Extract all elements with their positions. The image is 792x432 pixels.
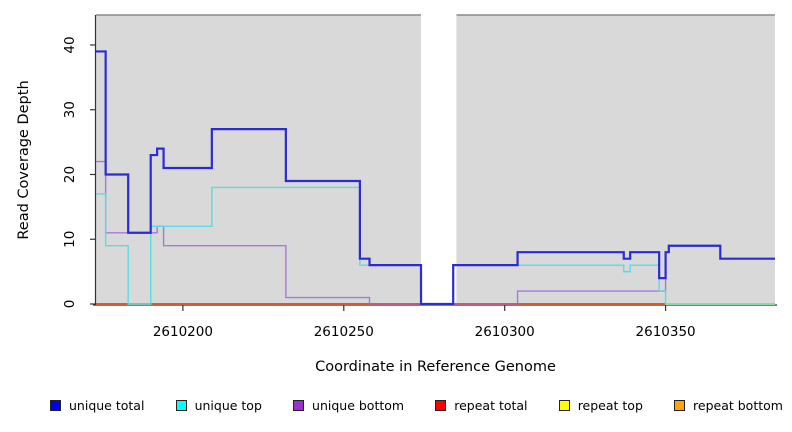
legend-swatch (435, 400, 447, 411)
legend-label: unique bottom (312, 398, 405, 413)
legend: unique total unique top unique bottom repea… (50, 398, 783, 413)
y-tick-label: 10 (62, 231, 78, 248)
y-tick-label: 40 (62, 36, 78, 53)
legend-item-repeat-bottom: repeat bottom (674, 398, 783, 413)
legend-swatch (293, 400, 305, 411)
legend-item-repeat-top: repeat top (558, 398, 643, 413)
legend-label: repeat top (577, 398, 643, 413)
legend-swatch (50, 400, 61, 411)
legend-label: repeat bottom (693, 398, 783, 413)
legend-item-unique-top: unique top (175, 398, 262, 413)
y-tick-label: 20 (62, 166, 78, 183)
legend-label: unique top (194, 398, 262, 413)
y-tick-label: 30 (62, 101, 78, 118)
legend-swatch (175, 400, 187, 411)
legend-swatch (558, 400, 570, 411)
series-line-unique-total (96, 50, 775, 306)
x-tick-label: 2610250 (314, 324, 374, 340)
legend-item-unique-bottom: unique bottom (293, 398, 404, 413)
legend-label: repeat total (454, 398, 528, 413)
legend-label: unique total (69, 398, 145, 413)
y-axis-title: Read Coverage Depth (16, 80, 32, 240)
masked-region-band (421, 13, 457, 303)
x-tick-label: 2610350 (636, 324, 696, 340)
x-tick-label: 2610300 (475, 324, 535, 340)
legend-item-unique-total: unique total (50, 398, 144, 413)
x-axis-title: Coordinate in Reference Genome (315, 359, 556, 375)
plot-area: 0 10 20 30 40 2610200 2610250 2610300 2610350 (62, 13, 777, 340)
y-tick-label: 0 (62, 300, 78, 309)
legend-item-repeat-total: repeat total (435, 398, 528, 413)
legend-swatch (674, 400, 686, 411)
x-tick-label: 2610200 (153, 324, 213, 340)
